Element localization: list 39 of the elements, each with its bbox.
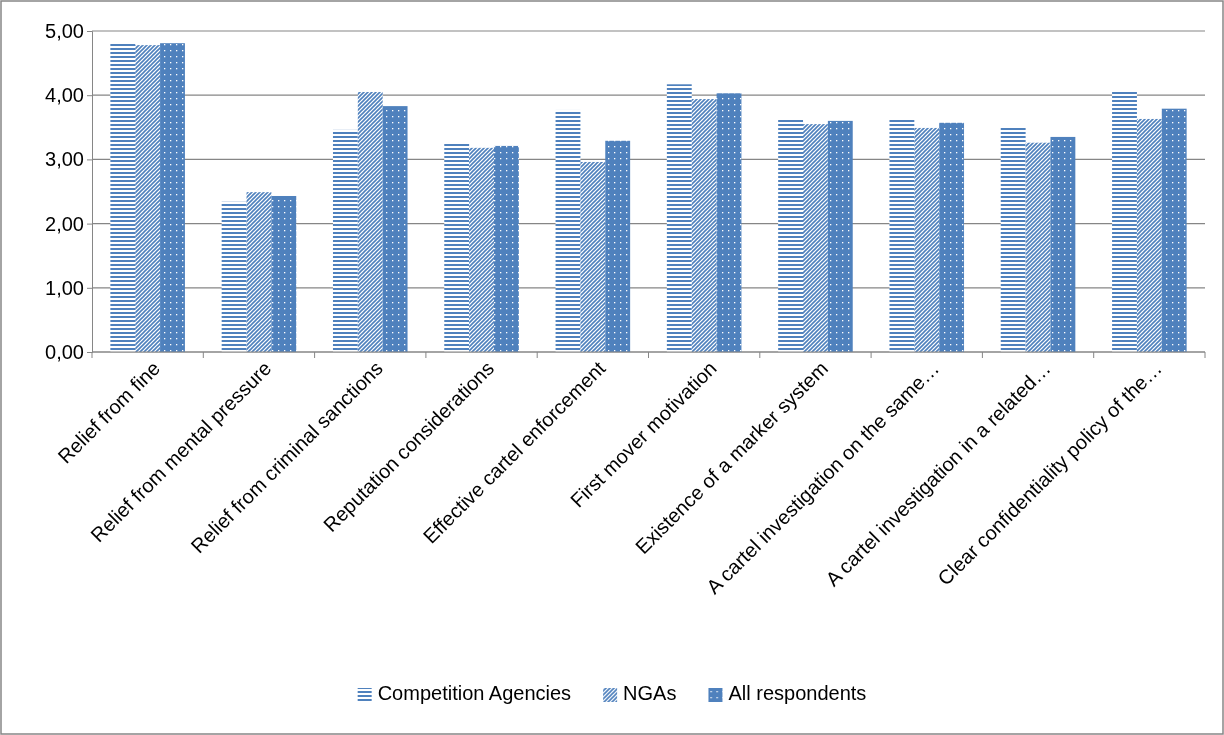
bar: [271, 195, 297, 352]
legend-label: All respondents: [728, 682, 867, 705]
y-tick-label: 3,00: [45, 148, 84, 171]
bar: [580, 161, 606, 352]
bar: [382, 106, 408, 352]
bar: [357, 91, 383, 352]
bar: [110, 43, 136, 352]
y-tick-label: 2,00: [45, 212, 84, 235]
bar: [1112, 91, 1137, 352]
y-tick-label: 4,00: [45, 84, 84, 107]
bar: [1161, 108, 1187, 352]
bar: [889, 118, 915, 352]
bar: [221, 201, 247, 352]
legend-label: NGAs: [623, 682, 677, 705]
bar: [469, 147, 494, 352]
bar: [493, 145, 519, 352]
bar: [246, 192, 272, 352]
bar: [691, 99, 717, 352]
bar: [444, 142, 470, 352]
bar: [914, 127, 940, 352]
bar: [716, 93, 742, 352]
y-tick-label: 1,00: [45, 276, 84, 299]
bar: [135, 45, 161, 352]
y-tick-label: 0,00: [45, 340, 84, 363]
bar: [666, 84, 692, 352]
bar: [1136, 118, 1162, 352]
bar: [827, 120, 853, 352]
bar: [332, 129, 358, 352]
y-tick-label: 5,00: [45, 19, 84, 42]
bar: [1000, 127, 1026, 352]
bar: [1050, 136, 1076, 352]
bar: [803, 124, 828, 352]
legend-label: Competition Agencies: [377, 682, 572, 705]
bar: [160, 43, 185, 352]
bar: [1025, 142, 1051, 352]
bar: [605, 140, 631, 352]
bar: [778, 118, 804, 352]
bar: [555, 109, 581, 352]
bar: [939, 122, 965, 352]
